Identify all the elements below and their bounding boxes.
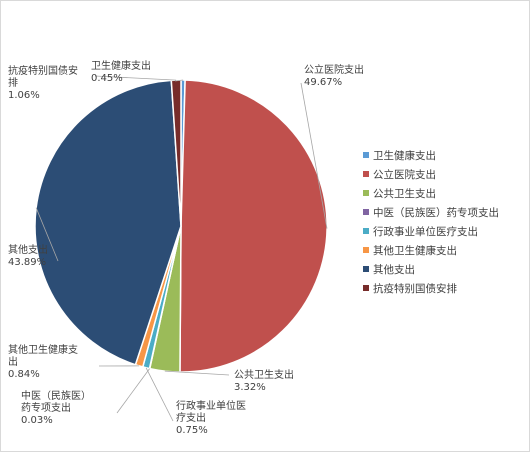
data-label-category: 行政事业单位医 bbox=[176, 399, 246, 412]
legend-label: 中医（民族医）药专项支出 bbox=[373, 206, 499, 219]
legend-swatch bbox=[363, 228, 369, 234]
data-label-category: 其他卫生健康支 bbox=[8, 343, 78, 356]
data-label-category: 公共卫生支出 bbox=[234, 368, 294, 381]
data-label-value: 0.75% bbox=[176, 425, 208, 436]
data-label-value: 0.45% bbox=[91, 73, 123, 84]
legend-label: 卫生健康支出 bbox=[373, 149, 436, 162]
legend-swatch bbox=[363, 209, 369, 215]
data-label-category: 卫生健康支出 bbox=[91, 59, 151, 72]
legend-swatch bbox=[363, 152, 369, 158]
legend-swatch bbox=[363, 285, 369, 291]
data-label-value: 0.03% bbox=[21, 415, 53, 426]
data-label-category: 排 bbox=[8, 76, 18, 89]
pie-slice bbox=[180, 80, 327, 372]
legend-label: 公立医院支出 bbox=[373, 168, 436, 181]
data-label-category: 其他支出 bbox=[8, 243, 48, 256]
data-label-value: 43.89% bbox=[8, 257, 46, 268]
pie-slices bbox=[35, 80, 327, 372]
legend-label: 其他卫生健康支出 bbox=[373, 244, 457, 257]
legend-swatch bbox=[363, 247, 369, 253]
legend-label: 公共卫生支出 bbox=[373, 187, 436, 200]
legend-label: 其他支出 bbox=[373, 263, 415, 276]
legend-label: 行政事业单位医疗支出 bbox=[373, 225, 478, 238]
leader-line bbox=[146, 368, 173, 421]
data-label-value: 1.06% bbox=[8, 90, 40, 101]
data-label-category: 疗支出 bbox=[176, 411, 206, 424]
data-label-value: 0.84% bbox=[8, 369, 40, 380]
data-label-value: 49.67% bbox=[304, 77, 342, 88]
legend-label: 抗疫特别国债安排 bbox=[373, 282, 457, 295]
data-label-category: 中医（民族医） bbox=[21, 389, 91, 402]
legend-swatch bbox=[363, 190, 369, 196]
legend-swatch bbox=[363, 266, 369, 272]
data-label-category: 出 bbox=[8, 355, 18, 368]
data-label-category: 抗疫特别国债安 bbox=[8, 64, 78, 77]
data-label-category: 公立医院支出 bbox=[304, 63, 364, 76]
data-label-category: 药专项支出 bbox=[21, 401, 71, 414]
data-label-value: 3.32% bbox=[234, 382, 266, 393]
legend-swatch bbox=[363, 171, 369, 177]
leader-line bbox=[117, 369, 150, 413]
legend: 卫生健康支出公立医院支出公共卫生支出中医（民族医）药专项支出行政事业单位医疗支出… bbox=[363, 149, 499, 295]
